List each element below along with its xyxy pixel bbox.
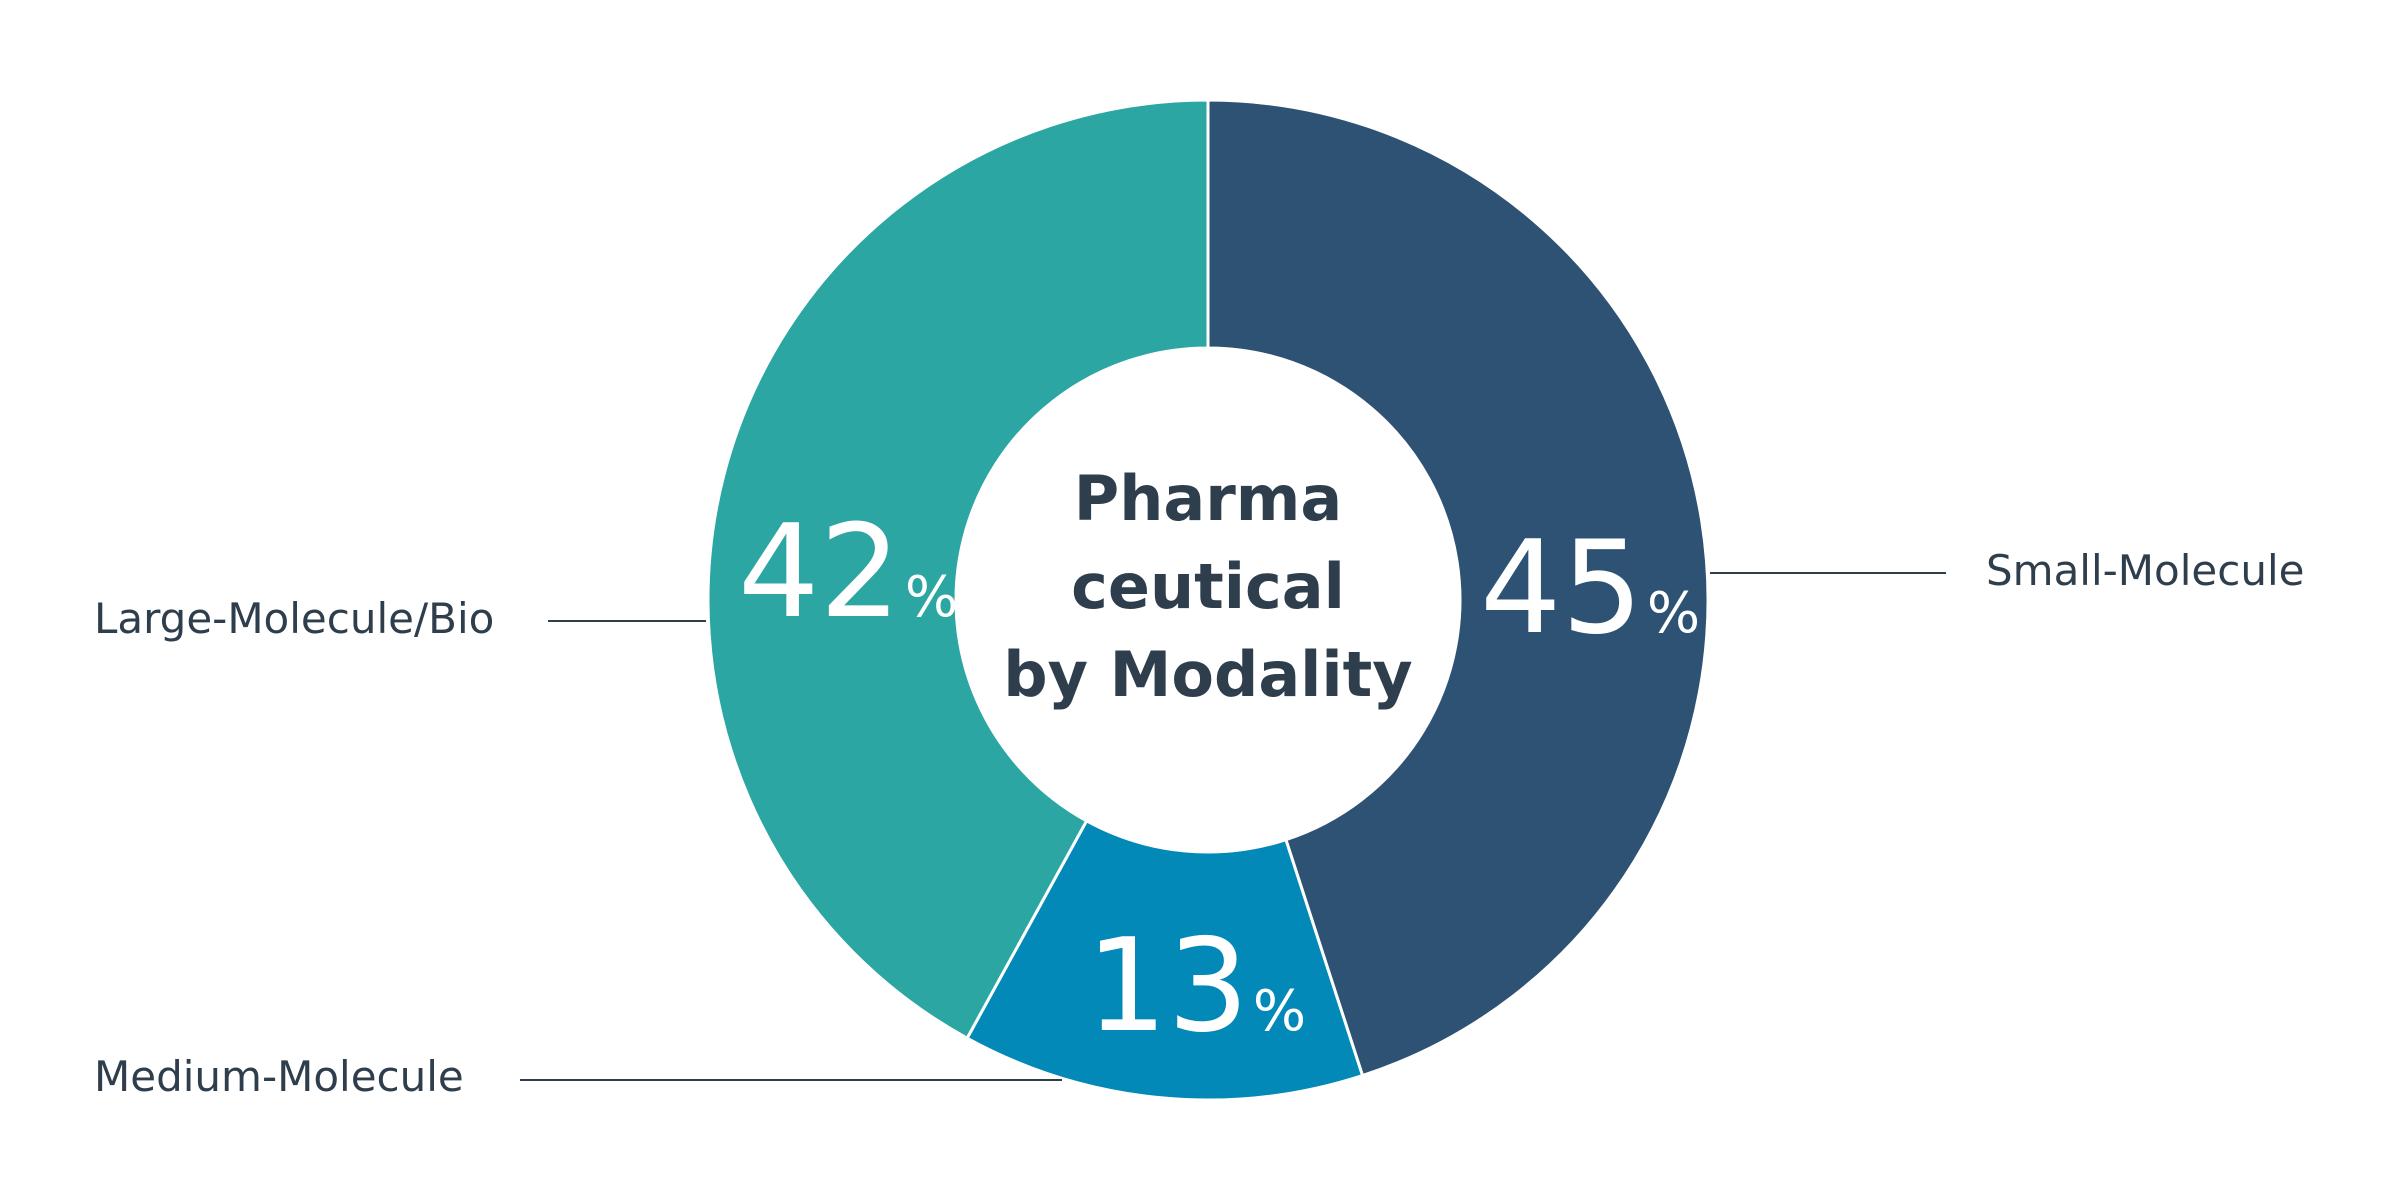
data-label-large-molecule-value: 42 bbox=[738, 498, 901, 647]
center-title-line-1: Pharma bbox=[1074, 462, 1342, 535]
center-title: Pharma ceutical by Modality bbox=[1003, 462, 1412, 711]
category-label-small-molecule: Small-Molecule bbox=[1986, 546, 2304, 595]
data-label-medium-molecule-value: 13 bbox=[1086, 912, 1249, 1061]
center-title-line-2: ceutical bbox=[1071, 550, 1345, 623]
data-label-medium-molecule-unit: % bbox=[1253, 979, 1306, 1044]
data-label-large-molecule-unit: % bbox=[905, 565, 958, 630]
slice-medium-molecule bbox=[965, 818, 1365, 1102]
slice-large-molecule bbox=[706, 98, 1210, 1041]
data-label-medium-molecule: 13% bbox=[1086, 912, 1306, 1061]
data-label-small-molecule-value: 45 bbox=[1480, 514, 1643, 663]
data-label-small-molecule: 45% bbox=[1480, 514, 1700, 663]
center-title-line-3: by Modality bbox=[1003, 638, 1412, 711]
category-label-medium-molecule: Medium-Molecule bbox=[94, 1052, 464, 1101]
leader-lines bbox=[520, 572, 1946, 1081]
slice-small-molecule bbox=[1206, 98, 1710, 1078]
category-label-large-molecule: Large-Molecule/Bio bbox=[94, 594, 494, 643]
data-label-large-molecule: 42% bbox=[738, 498, 958, 647]
data-label-small-molecule-unit: % bbox=[1647, 581, 1700, 646]
donut-slices bbox=[706, 98, 1710, 1102]
